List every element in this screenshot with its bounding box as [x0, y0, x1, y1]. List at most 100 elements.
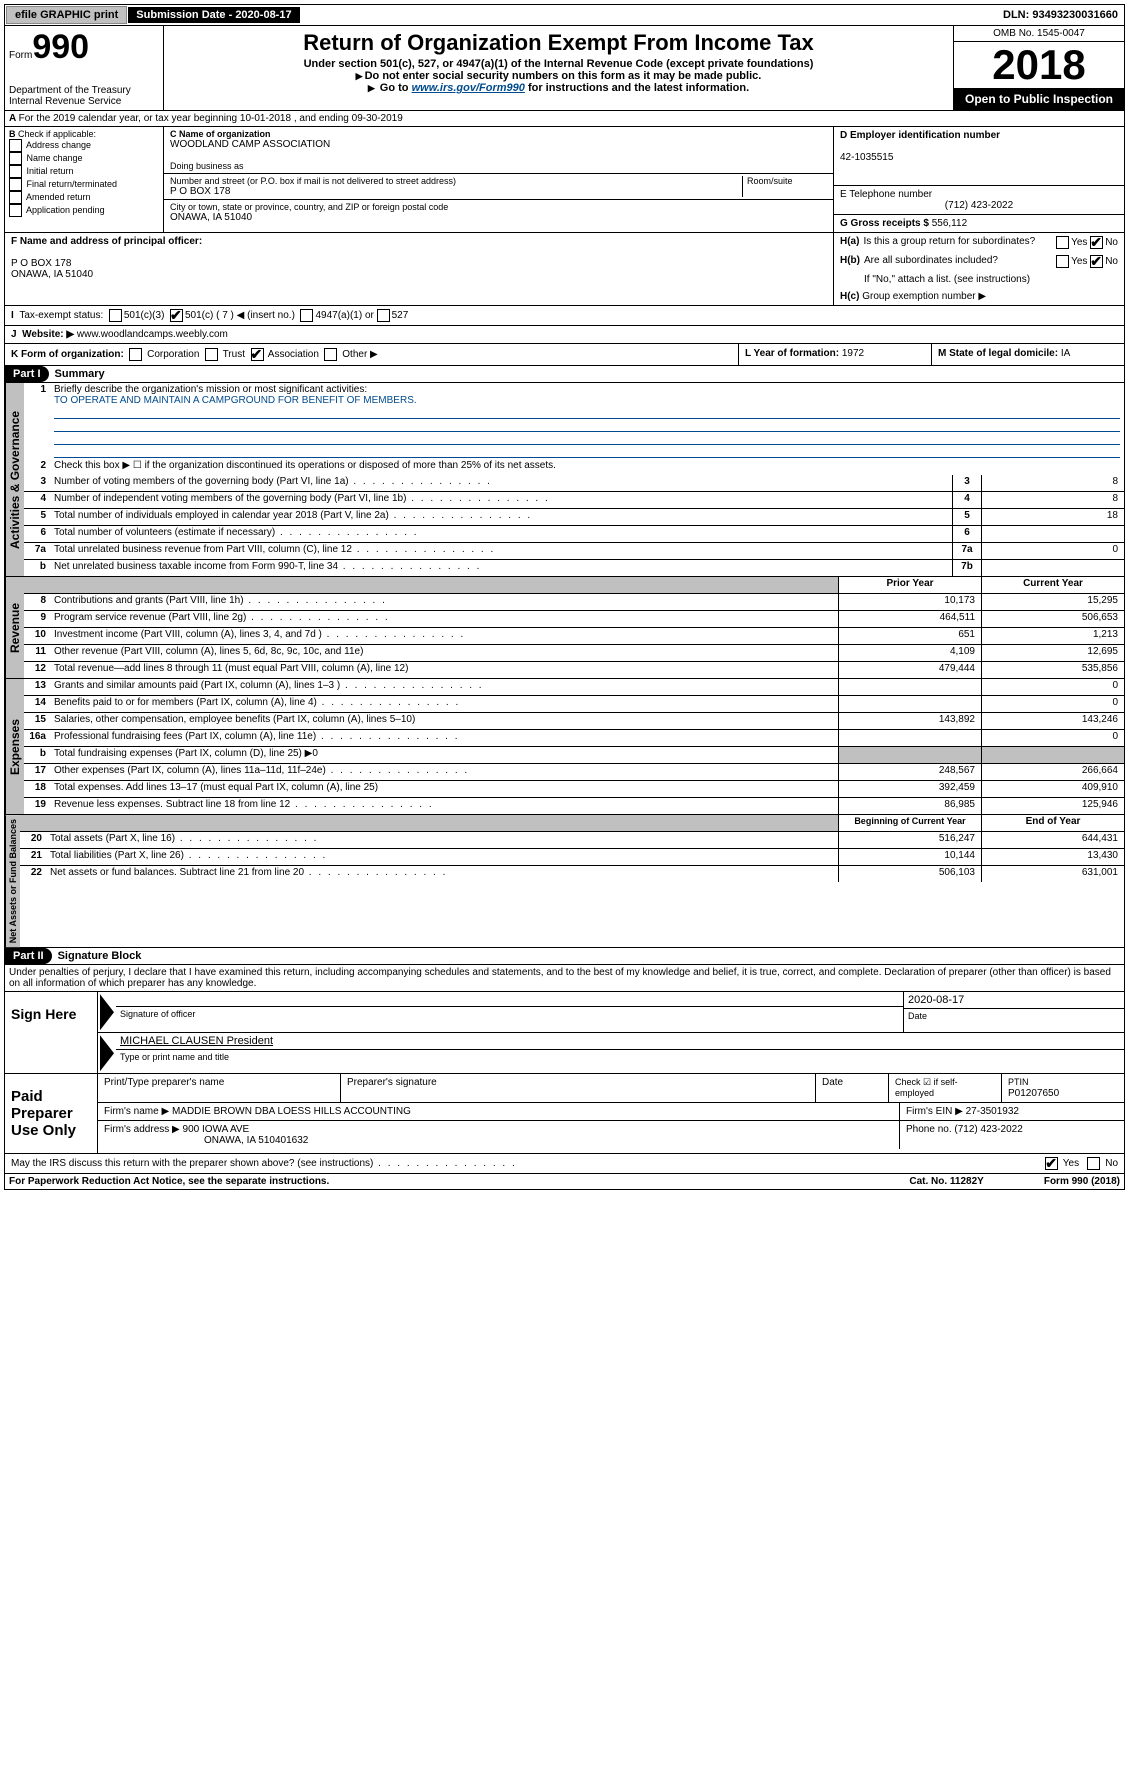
r15c: 143,246: [981, 713, 1124, 729]
revenue-section: Revenue Prior YearCurrent Year 8Contribu…: [4, 577, 1125, 679]
officer-name-label: Type or print name and title: [116, 1049, 1124, 1064]
prep-name-label: Print/Type preparer's name: [98, 1074, 341, 1102]
opt-initial: Initial return: [27, 166, 74, 176]
website-row: J Website: ▶ www.woodlandcamps.weebly.co…: [4, 326, 1125, 344]
line1-text: TO OPERATE AND MAINTAIN A CAMPGROUND FOR…: [54, 395, 417, 406]
r17c: 266,664: [981, 764, 1124, 780]
v5: 18: [981, 509, 1124, 525]
cb-corp[interactable]: [129, 348, 142, 361]
cb-name[interactable]: [9, 152, 22, 165]
irs-link[interactable]: www.irs.gov/Form990: [412, 82, 525, 94]
ha-label: Is this a group return for subordinates?: [859, 236, 1056, 249]
room-label: Room/suite: [742, 176, 827, 197]
firm-ein: 27-3501932: [966, 1106, 1019, 1117]
cb-4947[interactable]: [300, 309, 313, 322]
submission-date: Submission Date - 2020-08-17: [128, 7, 299, 23]
r16ac: 0: [981, 730, 1124, 746]
org-name-label: C Name of organization: [170, 129, 827, 139]
cb-amended[interactable]: [9, 191, 22, 204]
r11p: 4,109: [838, 645, 981, 661]
firm-addr-label: Firm's address ▶: [104, 1124, 180, 1135]
efile-button[interactable]: efile GRAPHIC print: [6, 6, 127, 24]
r18c: 409,910: [981, 781, 1124, 797]
opt-4947: 4947(a)(1) or: [315, 310, 373, 321]
opt-amended: Amended return: [26, 192, 91, 202]
discuss-no[interactable]: [1087, 1157, 1100, 1170]
r18p: 392,459: [838, 781, 981, 797]
arrow-icon-2: [100, 1035, 114, 1071]
gross-label: G Gross receipts $: [840, 218, 929, 229]
footer: For Paperwork Reduction Act Notice, see …: [4, 1174, 1125, 1190]
arrow-icon: [100, 994, 114, 1030]
r12d: Total revenue—add lines 8 through 11 (mu…: [50, 662, 838, 678]
r8p: 10,173: [838, 594, 981, 610]
cb-pending[interactable]: [9, 204, 22, 217]
cb-initial[interactable]: [9, 165, 22, 178]
line7a: Total unrelated business revenue from Pa…: [50, 543, 952, 559]
cb-527[interactable]: [377, 309, 390, 322]
hdr-current: Current Year: [981, 577, 1124, 593]
r18d: Total expenses. Add lines 13–17 (must eq…: [50, 781, 838, 797]
hdr-begin: Beginning of Current Year: [838, 815, 981, 831]
r20d: Total assets (Part X, line 16): [46, 832, 838, 848]
hb-note: If "No," attach a list. (see instruction…: [834, 271, 1124, 288]
cb-assoc[interactable]: [251, 348, 264, 361]
opt-address: Address change: [26, 140, 91, 150]
line6: Total number of volunteers (estimate if …: [50, 526, 952, 542]
discuss-yes[interactable]: [1045, 1157, 1058, 1170]
l-label: L Year of formation:: [745, 348, 839, 359]
r13d: Grants and similar amounts paid (Part IX…: [50, 679, 838, 695]
part2-title: Signature Block: [52, 950, 142, 962]
expenses-tab: Expenses: [5, 679, 24, 814]
cb-address[interactable]: [9, 139, 22, 152]
r19d: Revenue less expenses. Subtract line 18 …: [50, 798, 838, 814]
r13c: 0: [981, 679, 1124, 695]
netassets-section: Net Assets or Fund Balances Beginning of…: [4, 815, 1125, 948]
footer-notice: For Paperwork Reduction Act Notice, see …: [9, 1176, 329, 1187]
prep-date-label: Date: [816, 1074, 889, 1102]
r15p: 143,892: [838, 713, 981, 729]
officer-name: MICHAEL CLAUSEN President: [116, 1033, 1124, 1049]
addr-label: Number and street (or P.O. box if mail i…: [170, 176, 742, 186]
r10p: 651: [838, 628, 981, 644]
ha-yes[interactable]: [1056, 236, 1069, 249]
r19p: 86,985: [838, 798, 981, 814]
v6: [981, 526, 1124, 542]
firm-addr1: 900 IOWA AVE: [183, 1124, 250, 1135]
k-label: K Form of organization:: [11, 349, 124, 360]
line7b: Net unrelated business taxable income fr…: [50, 560, 952, 576]
opt-527: 527: [392, 310, 409, 321]
ha-no[interactable]: [1090, 236, 1103, 249]
form-label: Form: [9, 50, 32, 61]
cb-trust[interactable]: [205, 348, 218, 361]
footer-cat: Cat. No. 11282Y: [909, 1176, 983, 1187]
hb-no[interactable]: [1090, 255, 1103, 268]
hb-yes[interactable]: [1056, 255, 1069, 268]
firm-ein-label: Firm's EIN ▶: [906, 1106, 963, 1117]
note2-post: for instructions and the latest informat…: [528, 82, 749, 94]
submission-spacer: [300, 13, 316, 17]
ein-value: 42-1035515: [840, 152, 893, 163]
part1-title: Summary: [49, 368, 105, 380]
phone-label: E Telephone number: [840, 189, 932, 200]
r17d: Other expenses (Part IX, column (A), lin…: [50, 764, 838, 780]
line2: Check this box ▶ ☐ if the organization d…: [50, 459, 1124, 475]
v7a: 0: [981, 543, 1124, 559]
form-number: Form990: [9, 28, 159, 67]
cb-final[interactable]: [9, 178, 22, 191]
cb-501c3[interactable]: [109, 309, 122, 322]
r16ap: [838, 730, 981, 746]
self-employed: Check ☑ if self-employed: [889, 1074, 1002, 1102]
form-title: Return of Organization Exempt From Incom…: [170, 30, 947, 56]
period-text: For the 2019 calendar year, or tax year …: [19, 113, 403, 124]
cb-501c[interactable]: [170, 309, 183, 322]
r20p: 516,247: [838, 832, 981, 848]
r8c: 15,295: [981, 594, 1124, 610]
klm-row: K Form of organization: Corporation Trus…: [4, 344, 1125, 366]
officer-label: F Name and address of principal officer:: [11, 236, 202, 247]
cb-other[interactable]: [324, 348, 337, 361]
form-note1: Do not enter social security numbers on …: [170, 70, 947, 82]
expenses-section: Expenses 13Grants and similar amounts pa…: [4, 679, 1125, 815]
phone-value: (712) 423-2022: [840, 200, 1118, 211]
r12c: 535,856: [981, 662, 1124, 678]
